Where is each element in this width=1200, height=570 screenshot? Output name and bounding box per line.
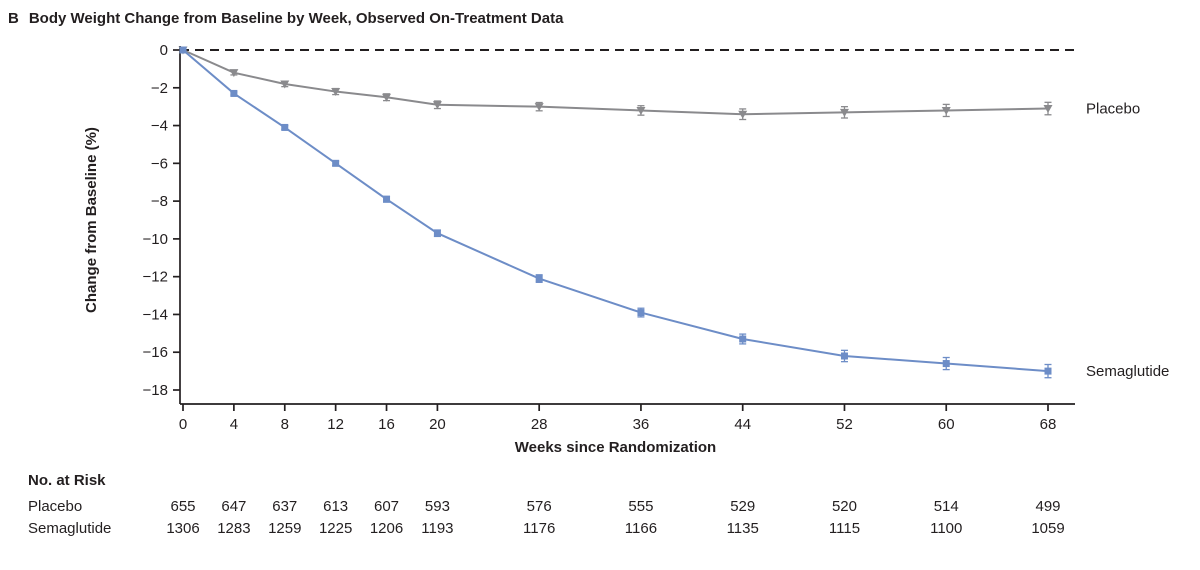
semaglutide-series-label: Semaglutide: [1086, 363, 1169, 380]
panel-label: B: [8, 10, 19, 27]
risk-cell: 637: [272, 498, 298, 515]
risk-cell: 1225: [318, 520, 353, 537]
y-tick-label: −10: [143, 231, 168, 248]
risk-cell: 1059: [1031, 520, 1065, 537]
semaglutide-marker: [739, 335, 747, 343]
y-tick-label: 0: [160, 42, 168, 59]
placebo-marker: [229, 69, 239, 78]
semaglutide-marker: [433, 229, 441, 237]
risk-cell: 1115: [828, 520, 861, 537]
placebo-marker: [1043, 105, 1053, 114]
x-axis-title: Weeks since Randomization: [515, 439, 716, 456]
risk-cell: 647: [221, 498, 247, 515]
risk-cell: 607: [374, 498, 400, 515]
risk-cell: 576: [526, 498, 552, 515]
semaglutide-marker: [230, 89, 238, 97]
risk-cell: 499: [1035, 498, 1061, 515]
semaglutide-marker: [332, 159, 340, 167]
x-tick-label: 36: [633, 416, 650, 433]
y-tick-label: −8: [151, 193, 168, 210]
weight-change-chart: 0 −2 −4 −6 −8 −10 −12 −14 −16 −18 0 4 8 12 16 20 28 36 44 5…: [83, 42, 1169, 456]
risk-row-label-semaglutide: Semaglutide: [28, 520, 112, 537]
semaglutide-marker: [281, 123, 289, 131]
semaglutide-line: [182, 49, 1049, 373]
x-tick-label: 8: [281, 416, 289, 433]
risk-cell: 1259: [268, 520, 302, 537]
x-tick-label: 12: [327, 416, 344, 433]
placebo-marker: [432, 101, 442, 110]
semaglutide-marker: [535, 275, 543, 283]
risk-cell: 1100: [930, 520, 963, 537]
semaglutide-marker: [179, 46, 187, 54]
risk-cell: 555: [628, 498, 654, 515]
semaglutide-marker: [1044, 367, 1052, 375]
semaglutide-marker: [840, 352, 848, 360]
figure-title: B Body Weight Change from Baseline by Wee…: [8, 10, 563, 27]
risk-cell: 520: [831, 498, 857, 515]
risk-table-title: No. at Risk: [28, 472, 106, 489]
risk-cell: 1166: [624, 520, 658, 537]
y-tick-label: −2: [151, 80, 168, 97]
x-tick-label: 4: [230, 416, 238, 433]
placebo-marker: [738, 110, 748, 119]
semaglutide-marker: [942, 360, 950, 368]
risk-cell: 514: [933, 498, 959, 515]
placebo-series-label: Placebo: [1086, 101, 1140, 118]
risk-cell: 1283: [217, 520, 251, 537]
risk-cell: 655: [170, 498, 196, 515]
placebo-marker: [382, 93, 392, 102]
placebo-marker: [280, 80, 290, 89]
x-tick-label: 52: [836, 416, 853, 433]
placebo-marker: [534, 103, 544, 112]
placebo-line: [182, 49, 1049, 116]
risk-cell: 593: [424, 498, 450, 515]
risk-cell: 1135: [726, 520, 759, 537]
risk-cell: 1306: [166, 520, 200, 537]
risk-cell: 613: [323, 498, 349, 515]
y-tick-label: −6: [151, 155, 168, 172]
y-tick-label: −14: [143, 306, 168, 323]
x-tick-label: 16: [378, 416, 395, 433]
x-tick-label: 0: [179, 416, 187, 433]
y-tick-label: −18: [143, 382, 168, 399]
placebo-marker: [636, 106, 646, 115]
semaglutide-marker: [637, 309, 645, 317]
y-tick-label: −16: [143, 344, 168, 361]
placebo-marker: [941, 106, 951, 115]
placebo-marker: [331, 88, 341, 97]
title-text: Body Weight Change from Baseline by Week…: [28, 10, 564, 27]
y-tick-label: −12: [143, 269, 168, 286]
risk-row-label-placebo: Placebo: [28, 498, 83, 515]
x-tick-label: 20: [429, 416, 446, 433]
y-tick-label: −4: [151, 118, 168, 135]
risk-cell: 1193: [421, 520, 454, 537]
y-axis-title: Change from Baseline (%): [83, 127, 100, 313]
risk-cell: 1206: [369, 520, 404, 537]
placebo-marker: [839, 108, 849, 117]
semaglutide-marker: [383, 195, 391, 203]
x-tick-label: 44: [734, 416, 751, 433]
risk-cell: 529: [730, 498, 756, 515]
x-tick-label: 28: [531, 416, 548, 433]
x-tick-label: 68: [1040, 416, 1057, 433]
x-tick-label: 60: [938, 416, 955, 433]
risk-cell: 1176: [523, 520, 556, 537]
